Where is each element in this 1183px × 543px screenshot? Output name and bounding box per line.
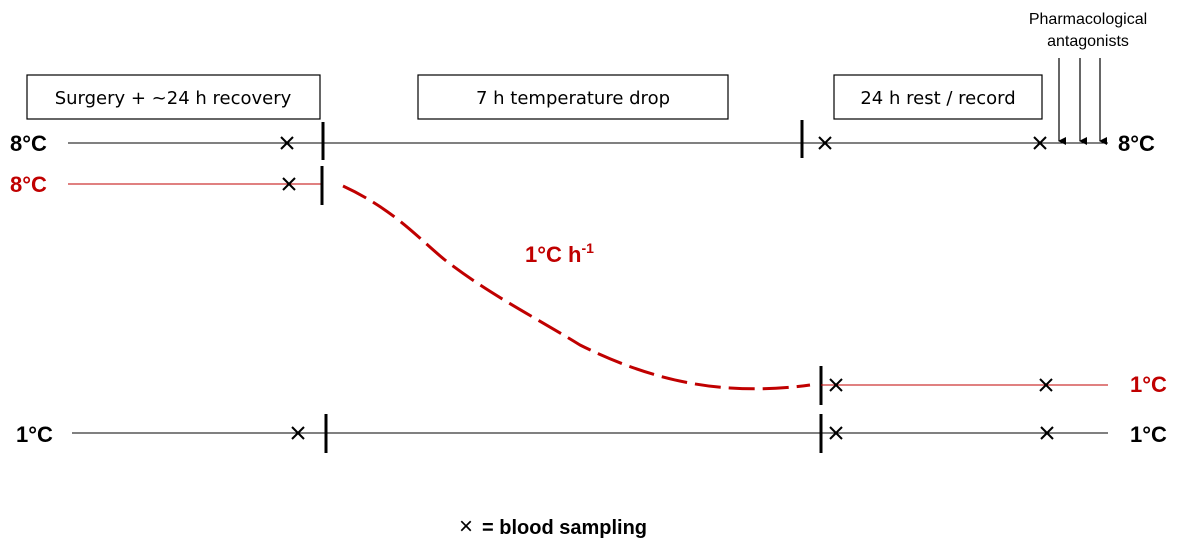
antagonists-label-line2: antagonists: [1047, 33, 1129, 50]
phase-box-rest: 24 h rest / record: [833, 74, 1043, 120]
cooling-rate-label: 1°C h-1: [525, 240, 594, 267]
legend-symbol: ×: [459, 513, 473, 540]
blood-sampling-marker: [282, 177, 296, 191]
blood-sampling-marker: [280, 136, 294, 150]
row-8c-control: 8°C 8°C: [10, 120, 1155, 160]
antagonists-label-line1: Pharmacological: [1029, 11, 1147, 28]
phase-label-rest: 24 h rest / record: [860, 88, 1015, 109]
row-cooled-left-label: 8°C: [10, 172, 47, 197]
blood-sampling-marker: [291, 426, 305, 440]
row-8c-right-label: 8°C: [1118, 131, 1155, 156]
blood-sampling-marker: [1033, 136, 1047, 150]
row-8c-left-label: 8°C: [10, 131, 47, 156]
blood-sampling-marker: [829, 378, 843, 392]
legend: × = blood sampling: [459, 513, 647, 540]
row-1c-right-label: 1°C: [1130, 422, 1167, 447]
phase-label-surgery: Surgery + ~24 h recovery: [55, 88, 292, 109]
phase-box-temperature-drop: 7 h temperature drop: [417, 74, 729, 120]
row-cooled-right-label: 1°C: [1130, 372, 1167, 397]
temperature-drop-curve: [342, 184, 811, 391]
row-1c-left-label: 1°C: [16, 422, 53, 447]
blood-sampling-marker: [1039, 378, 1053, 392]
blood-sampling-marker: [818, 136, 832, 150]
phase-box-surgery: Surgery + ~24 h recovery: [26, 74, 321, 120]
legend-text: = blood sampling: [482, 517, 647, 539]
row-1c-control: 1°C 1°C: [16, 414, 1167, 453]
row-cooled: 8°C 1°C h-1 1°C: [10, 166, 1167, 405]
blood-sampling-marker: [829, 426, 843, 440]
antagonist-arrows: [1058, 58, 1107, 145]
blood-sampling-marker: [1040, 426, 1054, 440]
phase-label-temperature-drop: 7 h temperature drop: [476, 88, 670, 109]
